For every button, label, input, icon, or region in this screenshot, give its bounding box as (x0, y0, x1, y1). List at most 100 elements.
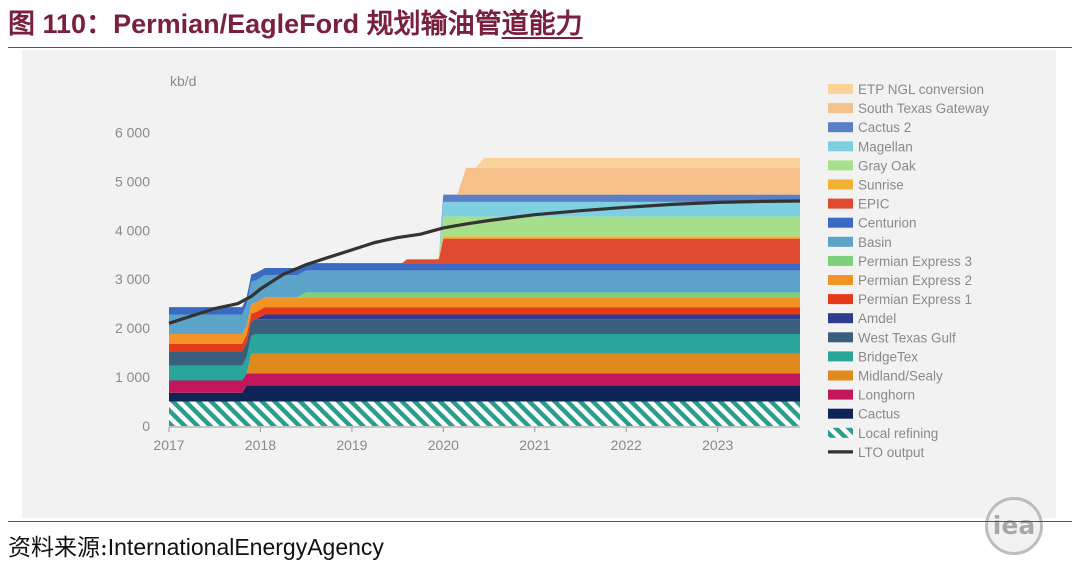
legend-label: Cactus (858, 407, 900, 422)
legend-item-gray-oak: Gray Oak (828, 158, 916, 173)
title-divider (8, 47, 1072, 48)
legend-item-west-texas-gulf: West Texas Gulf (828, 330, 956, 345)
legend-swatch (828, 370, 853, 381)
legend-label: Magellan (858, 139, 913, 154)
area-amdel (169, 314, 800, 352)
legend-label: Cactus 2 (858, 120, 911, 135)
x-tick-label: 2021 (519, 437, 550, 453)
area-centurion (169, 263, 800, 315)
area-bridgetex (169, 334, 800, 381)
area-west-texas-gulf (169, 319, 800, 366)
legend-item-sunrise: Sunrise (828, 178, 904, 193)
legend-label: EPIC (858, 197, 890, 212)
area-magellan (169, 201, 800, 308)
x-tick-label: 2022 (611, 437, 642, 453)
figure-title-prefix: 图 110： (8, 9, 114, 39)
y-tick-label: 2 000 (115, 320, 150, 336)
legend-label: ETP NGL conversion (858, 82, 984, 97)
y-axis-unit: kb/d (170, 73, 196, 89)
legend-item-amdel: Amdel (828, 311, 896, 326)
source-text: InternationalEnergyAgency (107, 534, 384, 560)
legend-swatch (828, 198, 853, 209)
pipeline-capacity-chart: 0 1 000 2 000 3 000 4 000 5 000 6 000 2017 2018 2… (115, 73, 989, 460)
x-tick-label: 2023 (702, 437, 733, 453)
legend-label: Sunrise (858, 178, 904, 193)
figure-title-cn-b: 道能力 (501, 9, 583, 40)
figure-title-cn-a: 规划输油管 (366, 9, 502, 40)
area-cactus (169, 385, 800, 402)
area-midland-sealy (169, 353, 800, 381)
legend-item-basin: Basin (828, 235, 892, 250)
legend-swatch (828, 141, 853, 152)
x-tick-label: 2020 (428, 437, 459, 453)
figure-title: 图 110：Permian/EagleFord 规划输油管道能力 (8, 4, 583, 44)
legend-swatch (828, 236, 853, 247)
stacked-areas (169, 157, 800, 426)
legend-item-longhorn: Longhorn (828, 388, 915, 403)
legend-item-midland-sealy: Midland/Sealy (828, 369, 943, 384)
legend-item-lto-output: LTO output (828, 445, 925, 460)
legend-label: LTO output (858, 445, 925, 460)
legend-label: Permian Express 1 (858, 292, 972, 307)
legend-label: Centurion (858, 216, 917, 231)
y-tick-label: 3 000 (115, 271, 150, 287)
legend-label: Permian Express 3 (858, 254, 972, 269)
source-divider (8, 521, 1072, 522)
x-tick-label: 2019 (336, 437, 367, 453)
legend-label: South Texas Gateway (858, 101, 989, 116)
line-lto-output (168, 199, 801, 325)
area-longhorn (169, 373, 800, 393)
area-permian-express-2 (169, 297, 800, 344)
legend-label: Basin (858, 235, 892, 250)
legend-item-bridgetex: BridgeTex (828, 349, 918, 364)
legend-label: West Texas Gulf (858, 330, 956, 345)
source-note: 资料来源:InternationalEnergyAgency (8, 528, 384, 562)
figure-title-main: Permian/EagleFord (113, 9, 367, 39)
y-tick-label: 0 (142, 418, 150, 434)
chart-legend: ETP NGL conversion South Texas Gateway Cac… (828, 82, 989, 460)
legend-swatch (828, 275, 853, 285)
legend-label: Gray Oak (858, 158, 916, 173)
legend-swatch (828, 217, 853, 228)
legend-swatch (828, 255, 853, 266)
legend-swatch (828, 103, 853, 114)
legend-label: Longhorn (858, 388, 915, 403)
iea-logo: iea (985, 497, 1043, 555)
area-permian-express-1 (169, 307, 800, 352)
legend-item-permian-express-3: Permian Express 3 (828, 254, 972, 269)
legend-item-epic: EPIC (828, 197, 890, 212)
source-label: 资料来源: (8, 535, 108, 561)
legend-item-cactus: Cactus (828, 407, 900, 422)
y-tick-label: 4 000 (115, 222, 150, 238)
area-south-texas-gateway (169, 167, 800, 308)
area-permian-express-3 (169, 292, 800, 334)
area-basin (169, 270, 800, 334)
x-tick-label: 2018 (245, 437, 276, 453)
legend-label: BridgeTex (858, 349, 918, 364)
legend-item-permian-express-1: Permian Express 1 (828, 292, 972, 307)
legend-label: Amdel (858, 311, 896, 326)
legend-swatch (828, 408, 853, 419)
lto-output-line (168, 199, 801, 325)
legend-swatch (828, 294, 853, 305)
chart-panel: 0 1 000 2 000 3 000 4 000 5 000 6 000 2017 2018 2… (22, 50, 1056, 555)
legend-item-local-refining: Local refining (828, 426, 938, 441)
x-tick-label: 2017 (153, 437, 184, 453)
legend-swatch (828, 332, 853, 343)
y-tick-label: 5 000 (115, 173, 150, 189)
area-epic (169, 238, 800, 308)
y-tick-label: 6 000 (115, 124, 150, 140)
legend-item-centurion: Centurion (828, 216, 917, 231)
legend-swatch (828, 84, 853, 94)
legend-item-etp-ngl-conversion: ETP NGL conversion (828, 82, 984, 97)
legend-item-permian-express-2: Permian Express 2 (828, 273, 972, 288)
legend-swatch (828, 351, 853, 362)
chart-axes: 0 1 000 2 000 3 000 4 000 5 000 6 000 2017 2018 2… (115, 73, 800, 453)
legend-swatch (828, 179, 853, 190)
legend-item-south-texas-gateway: South Texas Gateway (828, 101, 989, 116)
legend-item-magellan: Magellan (828, 139, 913, 154)
y-tick-label: 1 000 (115, 369, 150, 385)
legend-item-cactus-2: Cactus 2 (828, 120, 911, 135)
legend-label: Local refining (858, 426, 938, 441)
legend-swatch (828, 122, 853, 133)
